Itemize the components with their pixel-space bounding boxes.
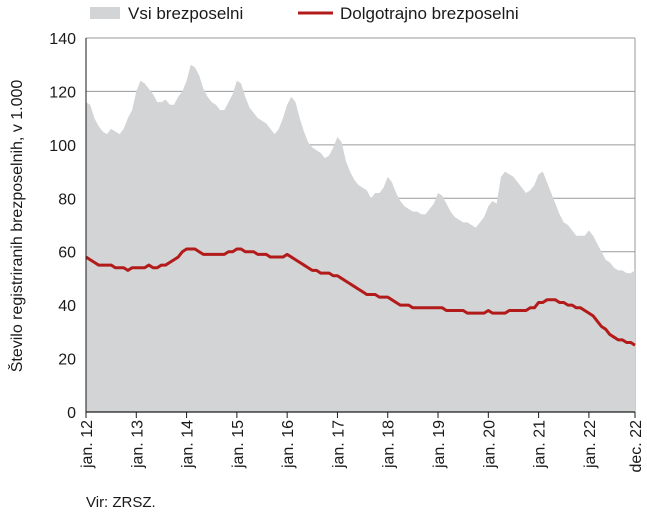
x-tick-label: jan. 15 (230, 420, 247, 469)
line-series (85, 247, 636, 347)
x-tick-label: jan. 17 (330, 420, 347, 469)
x-tick-label: jan. 21 (532, 420, 549, 469)
x-tick-label: jan. 20 (481, 420, 498, 469)
x-tick-label: jan. 19 (431, 420, 448, 469)
x-tick-label: dec. 22 (628, 420, 645, 473)
legend-label-line: Dolgotrajno brezposelni (340, 4, 519, 23)
legend-label-area: Vsi brezposelni (128, 4, 243, 23)
area-series (86, 64, 635, 413)
x-tick-label: jan. 13 (129, 420, 146, 469)
y-tick-label: 100 (49, 138, 76, 155)
y-tick-label: 60 (58, 245, 76, 262)
y-tick-label: 0 (67, 405, 76, 422)
legend: Vsi brezposelni Dolgotrajno brezposelni (90, 4, 519, 23)
y-tick-label: 140 (49, 31, 76, 48)
y-tick-label: 80 (58, 191, 76, 208)
legend-swatch-area (90, 7, 120, 19)
area-vsi-brezposelni (86, 64, 635, 413)
y-axis-ticks: 0 20 40 60 80 100 120 140 (49, 31, 76, 422)
y-tick-label: 120 (49, 84, 76, 101)
x-tick-label: jan. 18 (381, 420, 398, 469)
line-dolgotrajno-brezposelni (85, 247, 636, 347)
x-tick-label: jan. 12 (79, 420, 96, 469)
x-tick-label: jan. 14 (180, 420, 197, 469)
y-axis-label: Število registriranih brezposelnih, v 1.… (7, 80, 26, 373)
x-tick-label: jan. 22 (582, 420, 599, 469)
y-tick-label: 40 (58, 298, 76, 315)
y-tick-label: 20 (58, 352, 76, 369)
x-axis-ticks: jan. 12 jan. 13 jan. 14 jan. 15 jan. 16 jan. … (79, 412, 645, 472)
source-note: Vir: ZRSZ. (86, 494, 156, 511)
x-tick-label: jan. 16 (280, 420, 297, 469)
axes (85, 38, 635, 413)
